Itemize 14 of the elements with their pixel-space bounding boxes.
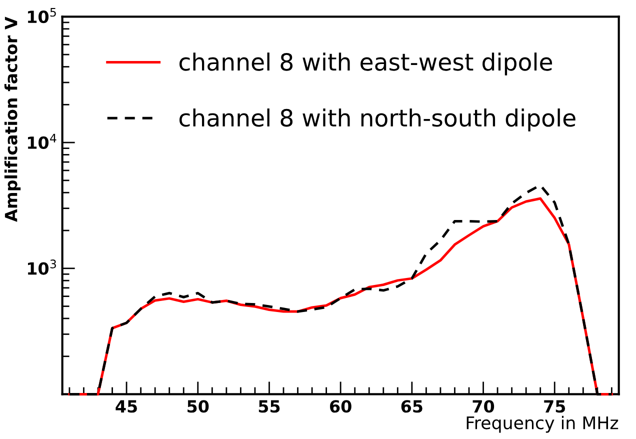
y-tick-label: 10$^{3}$ — [28, 260, 56, 275]
y-axis-title: Amplification factor V — [4, 16, 21, 222]
x-tick-label: 55 — [258, 400, 280, 413]
legend-label: channel 8 with east-west dipole — [179, 52, 552, 76]
x-tick-label: 65 — [401, 400, 422, 413]
x-tick-label: 45 — [116, 400, 137, 413]
x-tick-label: 70 — [472, 400, 494, 413]
x-tick-label: 50 — [188, 400, 209, 413]
x-tick-label: 75 — [544, 400, 566, 413]
y-tick-label: 10$^{5}$ — [28, 8, 56, 24]
legend-label: channel 8 with north-south dipole — [179, 108, 576, 132]
x-tick-label: 60 — [330, 400, 352, 413]
y-tick-label: 10$^{4}$ — [28, 134, 56, 149]
x-axis-title: Frequency in MHz — [466, 416, 618, 433]
